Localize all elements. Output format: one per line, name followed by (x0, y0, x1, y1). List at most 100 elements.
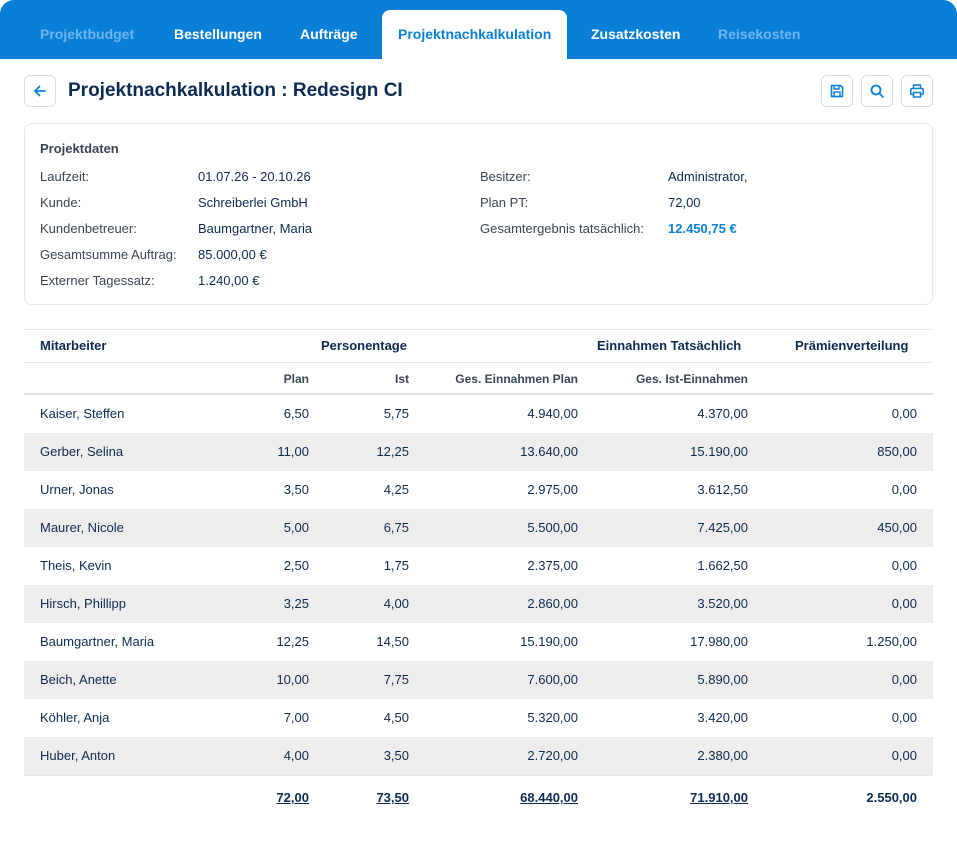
tab-reisekosten[interactable]: Reisekosten (718, 26, 801, 42)
cell-ist: 6,75 (383, 520, 409, 535)
cell-ist: 4,00 (383, 596, 409, 611)
tab-auftraege[interactable]: Aufträge (300, 26, 358, 42)
cell-ges-plan: 5.500,00 (527, 520, 578, 535)
cell-ges-ist: 15.190,00 (690, 444, 748, 459)
cell-praemie: 0,00 (891, 596, 917, 611)
cell-praemie: 0,00 (891, 672, 917, 687)
cell-praemie: 850,00 (877, 444, 917, 459)
cell-plan: 3,50 (283, 482, 309, 497)
cell-mitarbeiter: Gerber, Selina (40, 444, 124, 459)
header-praemienverteilung: Prämienverteilung (795, 338, 909, 353)
header-ges-einnahmen-plan: Ges. Einnahmen Plan (455, 372, 578, 386)
label-kunde: Kunde: (40, 195, 82, 210)
table-row: Baumgartner, Maria 12,25 14,50 15.190,00 17.… (24, 623, 933, 661)
cell-mitarbeiter: Kaiser, Steffen (40, 406, 125, 421)
value-gesamtsumme-auftrag: 85.000,00 € (198, 247, 267, 262)
label-externer-tagessatz: Externer Tagessatz: (40, 273, 155, 288)
cell-ges-plan: 5.320,00 (527, 710, 578, 725)
table-row: Kaiser, Steffen 6,50 5,75 4.940,00 4.370,00 0… (24, 395, 933, 433)
cell-mitarbeiter: Baumgartner, Maria (40, 634, 155, 649)
header-einnahmen: Einnahmen Tatsächlich (597, 338, 742, 353)
back-button[interactable] (24, 75, 56, 107)
label-laufzeit: Laufzeit: (40, 169, 90, 184)
table-row: Köhler, Anja 7,00 4,50 5.320,00 3.420,00 0,00 (24, 699, 933, 737)
cell-plan: 3,25 (283, 596, 309, 611)
cell-ges-plan: 2.860,00 (527, 596, 578, 611)
cell-praemie: 0,00 (891, 406, 917, 421)
cell-plan: 6,50 (283, 406, 309, 421)
cell-plan: 4,00 (283, 748, 309, 763)
table-subheader-divider (24, 393, 933, 395)
cell-praemie: 0,00 (891, 558, 917, 573)
cell-ges-ist: 3.520,00 (697, 596, 748, 611)
cell-ges-ist: 5.890,00 (697, 672, 748, 687)
printer-icon (910, 84, 924, 98)
cell-ist: 12,25 (376, 444, 409, 459)
cell-ges-plan: 2.375,00 (527, 558, 578, 573)
cell-ges-ist: 7.425,00 (697, 520, 748, 535)
cell-ist: 5,75 (383, 406, 409, 421)
value-gesamtergebnis: 12.450,75 € (668, 221, 737, 236)
header-ges-ist-einnahmen: Ges. Ist-Einnahmen (635, 372, 748, 386)
cell-praemie: 450,00 (877, 520, 917, 535)
table-row: Gerber, Selina 11,00 12,25 13.640,00 15.190,… (24, 433, 933, 471)
value-besitzer: Administrator, (668, 169, 748, 184)
print-button[interactable] (901, 75, 933, 107)
cell-mitarbeiter: Hirsch, Phillipp (40, 596, 126, 611)
total-ges-ist: 71.910,00 (690, 790, 748, 805)
table-row: Theis, Kevin 2,50 1,75 2.375,00 1.662,50 0,00 (24, 547, 933, 585)
project-data-card: Projektdaten Laufzeit: 01.07.26 - 20.10.… (24, 123, 933, 305)
cell-plan: 2,50 (283, 558, 309, 573)
tab-bestellungen[interactable]: Bestellungen (174, 26, 262, 42)
table-header-divider (24, 362, 933, 363)
total-ges-plan: 68.440,00 (520, 790, 578, 805)
value-laufzeit: 01.07.26 - 20.10.26 (198, 169, 311, 184)
cell-ges-plan: 7.600,00 (527, 672, 578, 687)
cell-ges-ist: 3.420,00 (697, 710, 748, 725)
table-row: Huber, Anton 4,00 3,50 2.720,00 2.380,00 0,00 (24, 737, 933, 775)
tab-zusatzkosten[interactable]: Zusatzkosten (591, 26, 681, 42)
cell-ist: 1,75 (383, 558, 409, 573)
label-besitzer: Besitzer: (480, 169, 531, 184)
cell-ist: 14,50 (376, 634, 409, 649)
search-icon (870, 84, 884, 98)
search-button[interactable] (861, 75, 893, 107)
cell-mitarbeiter: Huber, Anton (40, 748, 116, 763)
tab-bar: Projektbudget Bestellungen Aufträge Proj… (0, 0, 957, 59)
tab-projektnachkalkulation[interactable]: Projektnachkalkulation (382, 10, 568, 59)
cell-ges-plan: 4.940,00 (527, 406, 578, 421)
table-row: Maurer, Nicole 5,00 6,75 5.500,00 7.425,00 45… (24, 509, 933, 547)
cell-ges-plan: 2.720,00 (527, 748, 578, 763)
cell-ges-ist: 1.662,50 (697, 558, 748, 573)
cell-ges-plan: 15.190,00 (520, 634, 578, 649)
cell-ges-ist: 3.612,50 (697, 482, 748, 497)
cell-ges-ist: 17.980,00 (690, 634, 748, 649)
label-kundenbetreuer: Kundenbetreuer: (40, 221, 137, 236)
table-footer-divider (24, 775, 933, 776)
label-gesamtsumme-auftrag: Gesamtsumme Auftrag: (40, 247, 177, 262)
total-ist: 73,50 (376, 790, 409, 805)
cell-ist: 4,50 (383, 710, 409, 725)
cell-mitarbeiter: Beich, Anette (40, 672, 117, 687)
cell-ges-plan: 13.640,00 (520, 444, 578, 459)
table-top-border (24, 329, 933, 330)
page-title: Projektnachkalkulation : Redesign CI (68, 80, 403, 101)
cell-praemie: 0,00 (891, 482, 917, 497)
cell-plan: 5,00 (283, 520, 309, 535)
cell-ist: 4,25 (383, 482, 409, 497)
total-plan: 72,00 (276, 790, 309, 805)
section-title: Projektdaten (40, 141, 119, 156)
cell-ist: 7,75 (383, 672, 409, 687)
cell-ist: 3,50 (383, 748, 409, 763)
cell-plan: 7,00 (283, 710, 309, 725)
save-button[interactable] (821, 75, 853, 107)
label-gesamtergebnis: Gesamtergebnis tatsächlich: (480, 221, 645, 236)
header-mitarbeiter: Mitarbeiter (40, 338, 107, 353)
cell-ges-ist: 2.380,00 (697, 748, 748, 763)
value-externer-tagessatz: 1.240,00 € (198, 273, 260, 288)
cell-praemie: 0,00 (891, 748, 917, 763)
tab-projektbudget[interactable]: Projektbudget (40, 26, 135, 42)
value-plan-pt: 72,00 (668, 195, 701, 210)
cell-plan: 10,00 (276, 672, 309, 687)
cell-plan: 12,25 (276, 634, 309, 649)
